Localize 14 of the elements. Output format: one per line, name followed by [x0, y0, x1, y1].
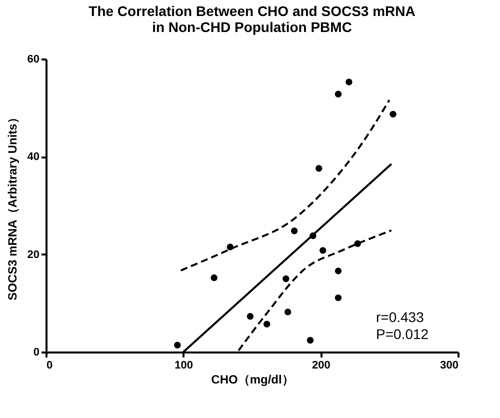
y-tick-label: 40 — [27, 151, 40, 164]
x-tick-label: 0 — [46, 360, 53, 372]
y-axis-title: SOCS3 mRNA（Arbitrary Units） — [5, 112, 20, 300]
x-tick-label: 100 — [174, 360, 194, 372]
annotation: P=0.012 — [376, 326, 429, 342]
x-tick-label: 300 — [440, 360, 458, 372]
y-tick-label: 0 — [33, 346, 40, 358]
y-tick-label: 60 — [27, 54, 40, 66]
chart-title: The Correlation Between CHO and SOCS3 mRNA in Non-CHD Population PBMC — [88, 3, 416, 35]
line-series — [180, 99, 390, 272]
annotation: r=0.433 — [376, 309, 424, 325]
x-axis-title: CHO（mg/dl） — [211, 372, 294, 386]
x-tick-label: 200 — [312, 360, 330, 372]
y-tick-label: 20 — [27, 248, 40, 261]
